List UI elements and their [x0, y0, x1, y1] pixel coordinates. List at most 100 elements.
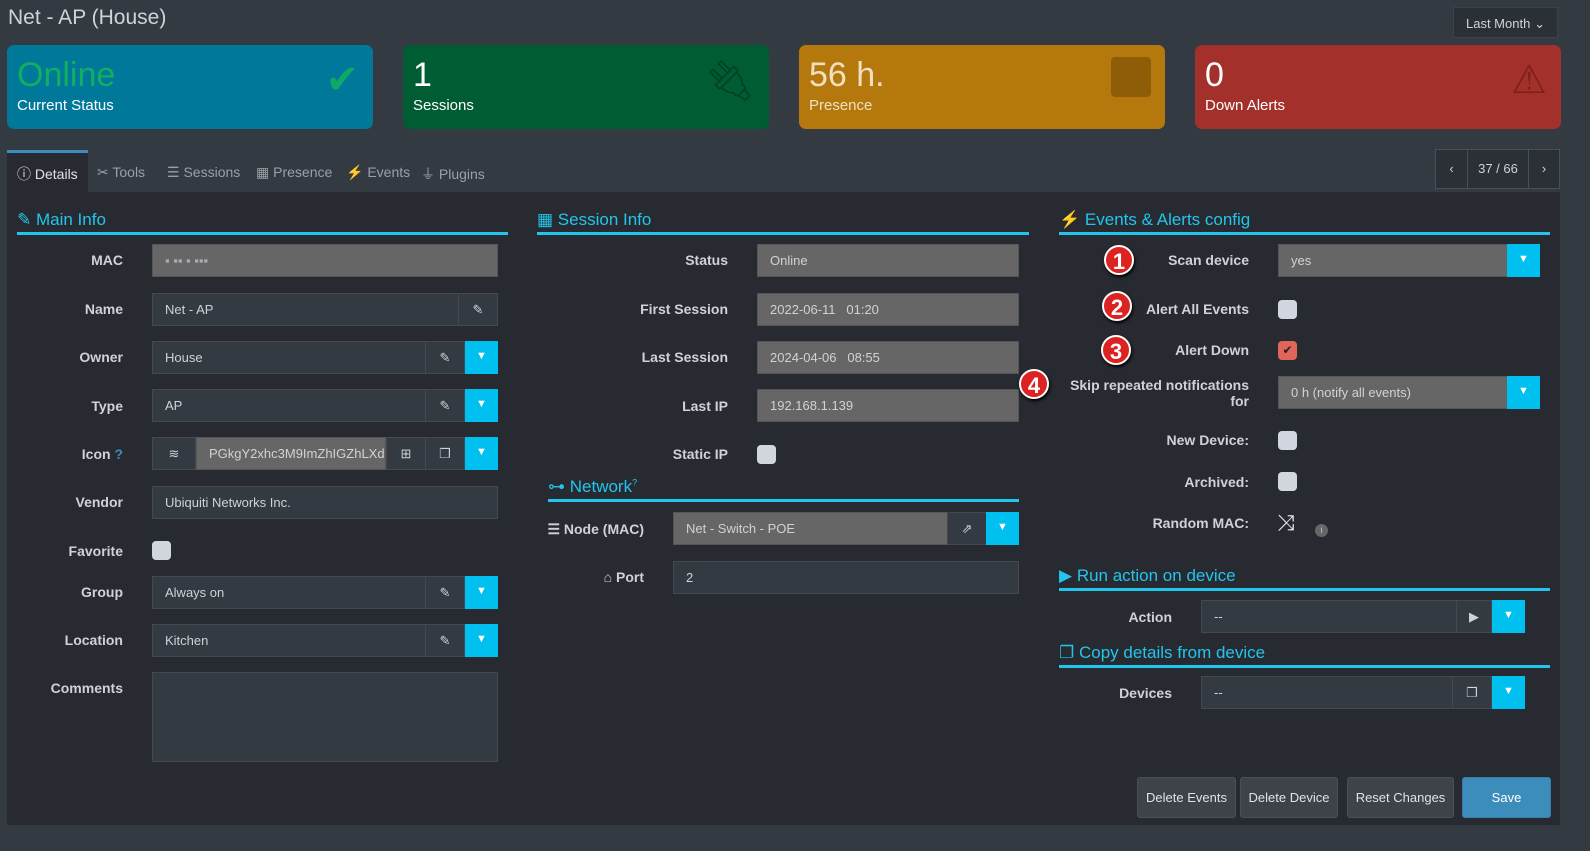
copy-icon: ❐ [1059, 643, 1075, 662]
help-icon[interactable]: ? [632, 477, 638, 488]
open-node-button[interactable]: ⇗ [947, 512, 987, 545]
marker-3: 3 [1101, 335, 1131, 365]
down-alerts-value: 0 [1205, 56, 1224, 94]
pencil-icon: ✎ [439, 585, 451, 600]
node-label: ☰ Node (MAC) [540, 521, 644, 538]
icon-label: Icon ? [20, 446, 123, 462]
presence-value: 56 h. [809, 56, 885, 94]
edit-group-button[interactable]: ✎ [425, 576, 465, 609]
check-icon: ✔ [325, 58, 359, 102]
run-action-button[interactable]: ▶ [1456, 600, 1492, 633]
pencil-icon: ✎ [472, 302, 484, 317]
mac-blurred: ▪ ▪▪ ▪ ▪▪▪ [165, 253, 209, 268]
edit-type-button[interactable]: ✎ [425, 389, 465, 422]
vendor-input[interactable]: Ubiquiti Networks Inc. [152, 486, 498, 519]
type-input[interactable]: AP [152, 389, 426, 422]
tab-tools[interactable]: ✂ Tools [87, 150, 155, 192]
down-alerts-label: Down Alerts [1205, 97, 1286, 114]
owner-dropdown-button[interactable]: ▼ [465, 341, 498, 374]
type-dropdown-button[interactable]: ▼ [465, 389, 498, 422]
new-device-checkbox[interactable] [1278, 431, 1297, 450]
node-dropdown-button[interactable]: ▼ [986, 512, 1019, 545]
section-title: Events & Alerts config [1084, 210, 1251, 229]
section-title: Network [569, 477, 633, 496]
alert-down-checkbox[interactable]: ✔ [1278, 341, 1297, 360]
favorite-label: Favorite [68, 543, 123, 559]
tab-details[interactable]: ⓘ Details [7, 150, 88, 192]
edit-name-button[interactable]: ✎ [458, 293, 498, 326]
comments-textarea[interactable] [152, 672, 498, 762]
period-value: Last Month [1466, 16, 1531, 31]
comments-label: Comments [50, 680, 123, 696]
edit-location-button[interactable]: ✎ [425, 624, 465, 657]
tab-events[interactable]: ⚡ Events [336, 150, 420, 192]
group-input[interactable]: Always on [152, 576, 426, 609]
sessions-card[interactable]: 1 Sessions 🔌︎ [403, 45, 769, 129]
owner-input[interactable]: House [152, 341, 426, 374]
calendar-icon [1111, 57, 1151, 97]
delete-events-button[interactable]: Delete Events [1137, 777, 1236, 818]
mac-field[interactable]: ▪ ▪▪ ▪ ▪▪▪ [152, 244, 498, 277]
port-label-text: Port [616, 569, 644, 585]
action-select[interactable]: -- [1201, 600, 1457, 633]
status-card[interactable]: Online Current Status ✔ [7, 45, 373, 129]
icon-dropdown-button[interactable]: ▼ [465, 437, 498, 470]
delete-device-button[interactable]: Delete Device [1240, 777, 1338, 818]
archived-checkbox[interactable] [1278, 472, 1297, 491]
copy-icon-button[interactable]: ❐ [425, 437, 465, 470]
devices-select[interactable]: -- [1201, 676, 1453, 709]
add-icon-button[interactable]: ⊞ [386, 437, 426, 470]
caret-down-icon: ▼ [476, 633, 487, 645]
shuffle-icon: ⤨ [1277, 510, 1295, 535]
node-field[interactable]: Net - Switch - POE [673, 512, 948, 545]
chevron-right-icon: › [1541, 161, 1547, 176]
next-device-button[interactable]: › [1528, 149, 1560, 189]
period-select[interactable]: Last Month ⌄ [1453, 7, 1558, 38]
alert-all-events-checkbox[interactable] [1278, 300, 1297, 319]
tab-label: Plugins [438, 166, 485, 182]
scan-device-select[interactable]: yes [1278, 244, 1508, 277]
copy-icon: ❐ [1466, 685, 1478, 700]
list-icon: ☰ [167, 164, 180, 180]
tab-sessions[interactable]: ☰ Sessions [157, 150, 250, 192]
icon-input[interactable]: PGkgY2xhc3M9ImZhIGZhLXdp [196, 437, 386, 470]
new-device-label: New Device: [1166, 432, 1249, 448]
caret-down-icon: ▼ [476, 585, 487, 597]
help-icon[interactable]: ? [114, 446, 123, 462]
random-mac-label: Random MAC: [1152, 515, 1249, 531]
tab-label: Details [34, 166, 78, 182]
name-input[interactable]: Net - AP [152, 293, 459, 326]
location-input[interactable]: Kitchen [152, 624, 426, 657]
info-icon: ⓘ [17, 166, 31, 182]
devices-dropdown-button[interactable]: ▼ [1492, 676, 1525, 709]
favorite-checkbox[interactable] [152, 541, 171, 560]
group-label: Group [81, 584, 123, 600]
save-button[interactable]: Save [1462, 777, 1551, 818]
prev-device-button[interactable]: ‹ [1435, 149, 1468, 189]
bolt-icon: ⚡ [1059, 210, 1081, 229]
plug-icon: ⏚ [421, 166, 435, 182]
skip-notifications-select[interactable]: 0 h (notify all events) [1278, 376, 1508, 409]
group-dropdown-button[interactable]: ▼ [465, 576, 498, 609]
reset-changes-button[interactable]: Reset Changes [1347, 777, 1454, 818]
alert-all-events-label: Alert All Events [1146, 301, 1249, 317]
action-dropdown-button[interactable]: ▼ [1492, 600, 1525, 633]
tab-label: Presence [273, 164, 333, 180]
tab-presence[interactable]: ▦ Presence [246, 150, 342, 192]
scan-device-dropdown-button[interactable]: ▼ [1507, 244, 1540, 277]
location-dropdown-button[interactable]: ▼ [465, 624, 498, 657]
down-alerts-card[interactable]: 0 Down Alerts ⚠ [1195, 45, 1561, 129]
tab-plugins[interactable]: ⏚ Plugins [411, 150, 495, 192]
edit-owner-button[interactable]: ✎ [425, 341, 465, 374]
skip-notifications-dropdown-button[interactable]: ▼ [1507, 376, 1540, 409]
node-label-text: Node (MAC) [563, 521, 644, 537]
section-title: Run action on device [1076, 566, 1236, 585]
bolt-icon: ⚡ [346, 164, 364, 180]
info-icon[interactable]: i [1315, 524, 1328, 537]
copy-from-device-button[interactable]: ❐ [1452, 676, 1492, 709]
static-ip-checkbox[interactable] [757, 445, 776, 464]
pencil-icon: ✎ [439, 398, 451, 413]
port-input[interactable]: 2 [673, 561, 1019, 594]
last-ip-field: 192.168.1.139 [757, 389, 1019, 422]
presence-card[interactable]: 56 h. Presence [799, 45, 1165, 129]
